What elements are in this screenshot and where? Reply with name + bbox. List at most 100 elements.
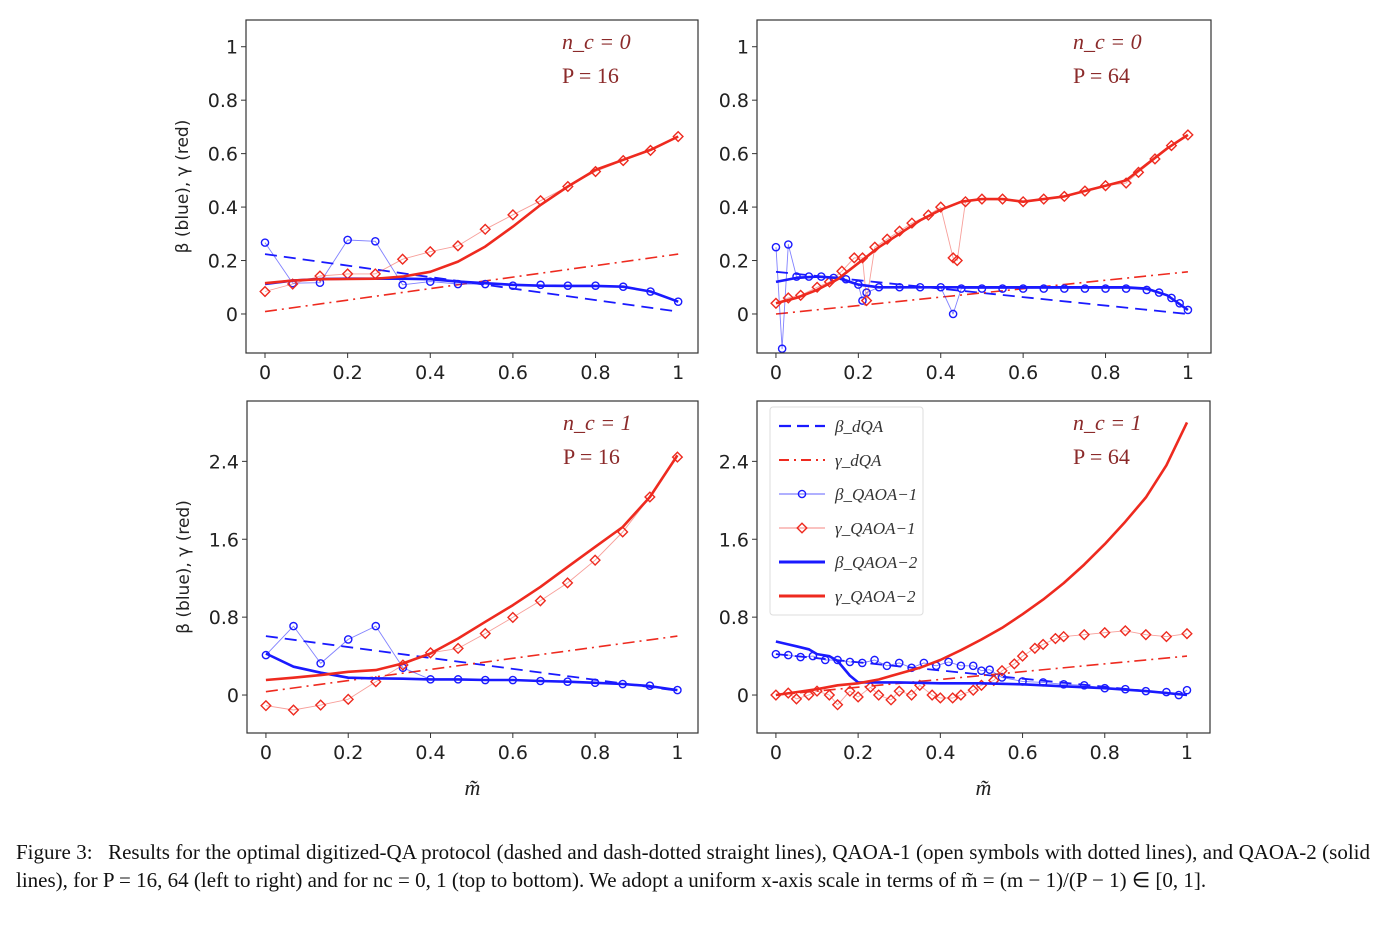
x-tick-label: 0.2 (843, 742, 873, 764)
data-point-beta-qaoa1 (1059, 680, 1068, 689)
data-point-gamma-qaoa1 (1160, 630, 1173, 643)
data-point-gamma-qaoa1 (848, 252, 861, 264)
data-point-gamma-qaoa1 (885, 694, 897, 706)
panel-2: 0 0.2 0.4 0.6 0.8 1 0 0.2 0.4 0.6 0.8 1 n_c = 0 P = 6… (719, 19, 1212, 384)
legend-label: γ_dQA (835, 451, 882, 470)
data-point-beta-qaoa1 (1183, 305, 1193, 315)
legend-box (769, 406, 924, 616)
legend: β_dQA γ_dQA β_QAOA−1 γ_QAOA−1 β_QAOA−2 γ_QAOA… (769, 406, 924, 616)
y-tick-label: 1.6 (719, 529, 749, 551)
data-point-gamma-qaoa1 (561, 577, 574, 589)
data-point-beta-qaoa1 (783, 650, 793, 660)
data-point-gamma-qaoa1 (1057, 630, 1070, 643)
data-point-gamma-qaoa1 (1140, 628, 1152, 641)
data-point-gamma-qaoa1 (479, 627, 492, 640)
series-line-gamma-qaoa2 (775, 133, 1189, 305)
y-tick-label: 0 (737, 685, 749, 707)
y-tick-label: 0 (737, 304, 749, 326)
data-point-gamma-qaoa1 (507, 209, 519, 221)
data-point-gamma-qaoa1 (823, 689, 836, 701)
data-point-beta-qaoa1 (997, 673, 1007, 682)
data-point-beta-qaoa1 (771, 649, 781, 659)
y-tick-label: 0.2 (719, 251, 749, 273)
data-point-gamma-qaoa1 (996, 664, 1008, 677)
data-point-gamma-qaoa1 (860, 294, 873, 307)
data-point-gamma-qaoa1 (479, 223, 492, 236)
data-point-gamma-qaoa1 (1119, 624, 1132, 637)
y-tick-label: 1 (737, 37, 749, 59)
legend-marker (796, 522, 808, 534)
data-point-gamma-qaoa1 (782, 687, 795, 699)
data-point-gamma-qaoa1 (671, 451, 684, 463)
data-point-beta-qaoa1 (985, 665, 994, 675)
data-point-gamma-qaoa1 (906, 217, 918, 229)
x-tick-label: 0.8 (580, 362, 610, 384)
data-point-beta-qaoa1 (796, 652, 805, 662)
series-line-beta-qaoa2 (775, 640, 1188, 697)
data-point-gamma-qaoa1 (844, 685, 856, 697)
data-point-gamma-qaoa1 (424, 245, 437, 258)
plot-area (260, 451, 684, 716)
data-point-gamma-qaoa1 (314, 699, 327, 711)
plot-area (770, 129, 1194, 353)
data-point-gamma-qaoa1 (905, 689, 918, 701)
series-line-gamma-dqa (265, 635, 678, 693)
data-point-gamma-qaoa1 (370, 675, 382, 688)
series-line-beta-qaoa1 (264, 239, 679, 303)
data-point-beta-qaoa1 (882, 661, 892, 671)
axes-frame (245, 19, 699, 354)
x-tick-label: 1 (1181, 742, 1193, 764)
data-point-beta-qaoa1 (1182, 685, 1192, 695)
y-tick-label: 0.8 (209, 607, 239, 629)
data-point-gamma-qaoa1 (1037, 638, 1049, 651)
data-point-gamma-qaoa1 (976, 193, 988, 205)
series-line-gamma-qaoa2 (265, 454, 679, 682)
data-point-beta-qaoa1 (968, 661, 978, 671)
x-tick-label: 0.4 (925, 742, 955, 764)
figure-caption: Figure 3: Results for the optimal digiti… (16, 838, 1370, 894)
x-tick-label: 0.6 (498, 362, 528, 384)
x-tick-label: 0.8 (1090, 742, 1120, 764)
data-point-gamma-qaoa1 (286, 278, 299, 290)
data-point-beta-qaoa1 (1175, 298, 1184, 308)
caption-label: Figure 3: (16, 840, 93, 864)
y-tick-label: 0.4 (208, 197, 238, 219)
data-point-beta-qaoa1 (948, 309, 958, 319)
data-point-gamma-qaoa1 (946, 692, 959, 704)
data-point-beta-qaoa1 (343, 635, 353, 644)
y-tick-label: 0 (226, 304, 238, 326)
axes-frame (756, 400, 1211, 734)
data-point-gamma-qaoa1 (803, 689, 815, 701)
series-line-gamma-dqa (775, 655, 1188, 696)
y-tick-label: 0.4 (719, 197, 749, 219)
data-point-beta-qaoa1 (1167, 293, 1176, 303)
data-point-gamma-qaoa1 (852, 691, 864, 703)
data-point-gamma-qaoa1 (1016, 650, 1029, 662)
data-point-gamma-qaoa1 (287, 704, 300, 716)
data-point-gamma-qaoa1 (507, 611, 519, 624)
data-point-beta-qaoa1 (845, 657, 855, 667)
data-point-beta-qaoa1 (977, 666, 986, 675)
x-tick-label: 1 (672, 362, 684, 384)
data-point-beta-qaoa1 (371, 621, 381, 631)
data-point-gamma-qaoa1 (1149, 153, 1161, 165)
x-tick-label: 0.8 (580, 742, 610, 764)
data-point-gamma-qaoa1 (452, 642, 464, 655)
data-point-gamma-qaoa1 (534, 594, 547, 607)
plot-area (259, 130, 684, 313)
data-point-gamma-qaoa1 (452, 240, 464, 252)
x-tick-label: 0.4 (926, 362, 956, 384)
x-tick-label: 0 (260, 742, 272, 764)
data-point-gamma-qaoa1 (881, 233, 893, 245)
data-point-gamma-qaoa1 (893, 685, 906, 697)
data-point-gamma-qaoa1 (1098, 626, 1111, 639)
data-point-gamma-qaoa1 (259, 285, 271, 298)
figure: 0 0.2 0.4 0.6 0.8 1 0 0.2 0.4 0.6 0.8 1 n_c = 0 P = 1… (173, 19, 1212, 800)
series-line-beta-qaoa2 (265, 652, 678, 692)
annotation-nc: n_c = 0 (1073, 29, 1142, 54)
data-point-beta-qaoa1 (260, 238, 270, 247)
x-tick-label: 1 (671, 742, 683, 764)
panel-4: 0 0.2 0.4 0.6 0.8 1 0 0.8 1.6 2.4 n_c = 1 P = 64 m̃ β… (719, 400, 1211, 800)
x-tick-label: 0.2 (333, 362, 363, 384)
data-point-beta-qaoa1 (944, 657, 953, 667)
